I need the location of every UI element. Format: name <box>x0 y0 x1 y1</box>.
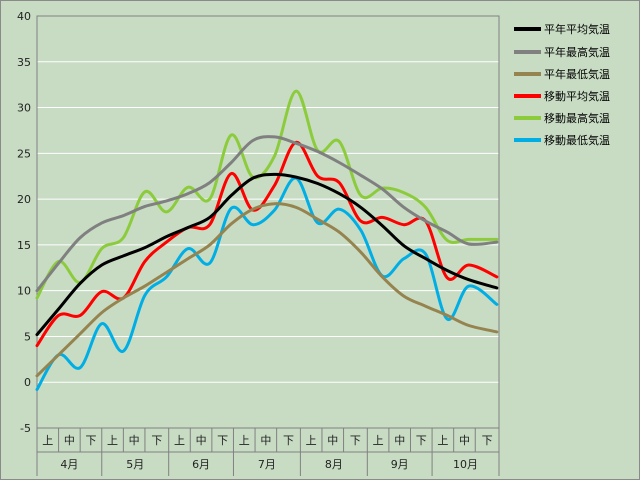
y-tick-label: 5 <box>24 330 31 343</box>
y-tick-label: 15 <box>17 239 31 252</box>
decade-label: 下 <box>151 434 162 447</box>
series-line <box>35 176 499 391</box>
series-line <box>35 202 499 378</box>
y-axis: -5 0 5 10 15 20 25 30 35 40 <box>17 10 38 435</box>
x-axis: 上中下4月上中下5月上中下6月上中下7月上中下8月上中下9月上中下10月 <box>36 428 500 476</box>
decade-label: 下 <box>482 434 493 447</box>
decade-label: 上 <box>306 434 317 447</box>
y-tick-label: 35 <box>17 56 31 69</box>
legend-label: 平年最低気温 <box>544 67 610 81</box>
decade-label: 下 <box>283 434 294 447</box>
legend-item: 平年平均気温 <box>514 22 610 36</box>
month-label: 5月 <box>126 458 144 471</box>
legend-item: 平年最低気温 <box>514 67 610 81</box>
legend-item: 平年最高気温 <box>514 45 610 59</box>
month-label: 6月 <box>192 458 210 471</box>
legend: 平年平均気温 平年最高気温 平年最低気温 移動平均気温 移動最高気温 移動最低気… <box>514 22 610 147</box>
decade-label: 下 <box>416 434 427 447</box>
plot-area <box>37 16 499 428</box>
month-label: 4月 <box>60 458 78 471</box>
y-tick-label: 20 <box>17 193 31 206</box>
series-line <box>35 140 499 348</box>
y-tick-label: 40 <box>17 10 31 23</box>
legend-item: 移動最高気温 <box>514 111 610 125</box>
decade-label: 中 <box>327 434 338 447</box>
decade-label: 中 <box>129 434 140 447</box>
y-tick-label: -5 <box>20 422 31 435</box>
decade-label: 上 <box>42 434 53 447</box>
decade-label: 下 <box>350 434 361 447</box>
series-line <box>35 89 499 300</box>
legend-label: 移動最高気温 <box>544 111 610 125</box>
decade-label: 中 <box>459 434 470 447</box>
decade-label: 中 <box>64 434 75 447</box>
month-label: 7月 <box>258 458 276 471</box>
decade-label: 上 <box>239 434 250 447</box>
legend-label: 平年平均気温 <box>544 22 610 36</box>
decade-label: 下 <box>85 434 96 447</box>
month-label: 8月 <box>325 458 343 471</box>
month-label: 10月 <box>453 458 478 471</box>
legend-item: 移動平均気温 <box>514 89 610 103</box>
series-line <box>35 135 499 293</box>
legend-label: 平年最高気温 <box>544 45 610 59</box>
decade-label: 中 <box>260 434 271 447</box>
legend-label: 移動平均気温 <box>544 89 610 103</box>
y-tick-label: 25 <box>17 147 31 160</box>
decade-label: 中 <box>196 434 207 447</box>
series-lines <box>35 89 499 391</box>
y-tick-label: 10 <box>17 285 31 298</box>
y-tick-label: 30 <box>17 102 31 115</box>
gridlines <box>36 15 500 429</box>
legend-item: 移動最低気温 <box>514 133 610 147</box>
decade-label: 上 <box>174 434 185 447</box>
decade-label: 上 <box>373 434 384 447</box>
y-tick-label: 0 <box>24 376 31 389</box>
decade-label: 下 <box>217 434 228 447</box>
decade-label: 上 <box>437 434 448 447</box>
legend-label: 移動最低気温 <box>544 133 610 147</box>
series-line <box>35 172 499 337</box>
decade-label: 上 <box>107 434 118 447</box>
month-label: 9月 <box>391 458 409 471</box>
decade-label: 中 <box>394 434 405 447</box>
